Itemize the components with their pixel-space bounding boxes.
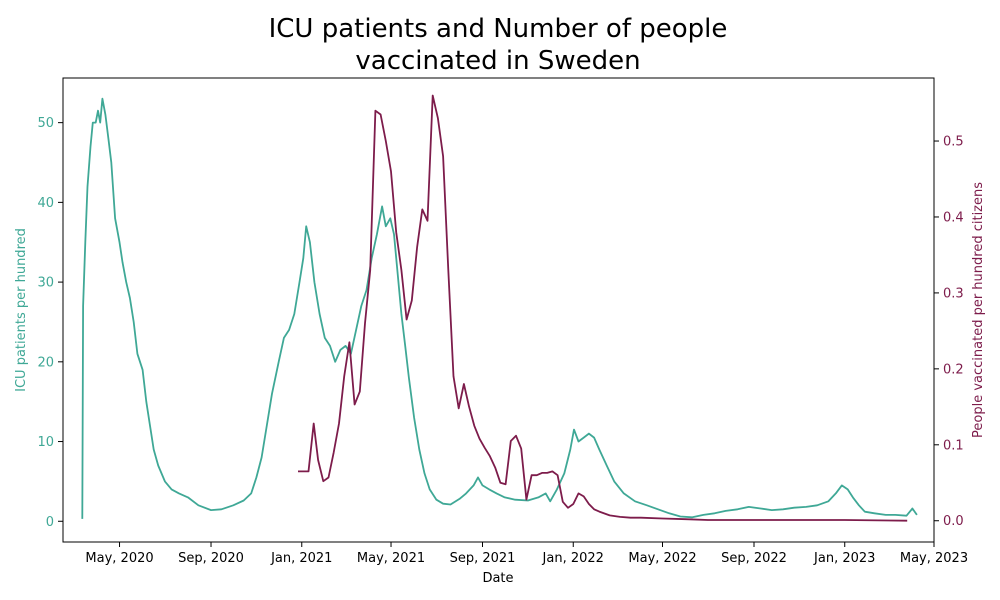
left-tick-label: 20 (37, 355, 54, 370)
right-axis-label: People vaccinated per hundred citizens (971, 182, 986, 438)
left-tick-label: 50 (37, 116, 54, 131)
x-tick-label: Jan, 2023 (813, 551, 875, 566)
chart-title-line-1: ICU patients and Number of people (269, 14, 728, 44)
left-tick-label: 0 (46, 515, 54, 530)
x-tick-label: May, 2022 (628, 551, 696, 566)
right-tick-label: 0.4 (943, 210, 964, 225)
right-axis-ticks: 0.0 0.1 0.2 0.3 0.4 0.5 (934, 135, 964, 529)
icu-patients-line (81, 97, 918, 519)
x-tick-label: Sep, 2020 (178, 551, 244, 566)
left-tick-label: 40 (37, 196, 54, 211)
right-tick-label: 0.2 (943, 362, 964, 377)
x-tick-label: May, 2021 (357, 551, 425, 566)
vaccinated-line (298, 94, 908, 522)
x-tick-label: May, 2020 (85, 551, 153, 566)
right-tick-label: 0.1 (943, 438, 964, 453)
left-tick-label: 10 (37, 435, 54, 450)
x-tick-label: May, 2023 (900, 551, 968, 566)
series-layer (81, 94, 918, 522)
x-tick-label: Jan, 2022 (542, 551, 604, 566)
x-tick-label: Sep, 2021 (450, 551, 516, 566)
x-axis-ticks: May, 2020 Sep, 2020 Jan, 2021 May, 2021 Sep,… (85, 542, 968, 566)
right-tick-label: 0.5 (943, 135, 964, 150)
x-tick-label: Jan, 2021 (270, 551, 332, 566)
x-axis-label: Date (482, 571, 513, 586)
x-tick-label: Sep, 2022 (721, 551, 787, 566)
left-axis-ticks: 0 10 20 30 40 50 (37, 116, 63, 530)
plot-frame (62, 77, 935, 543)
right-tick-label: 0.0 (943, 514, 964, 529)
chart-title-line-2: vaccinated in Sweden (355, 46, 640, 76)
left-tick-label: 30 (37, 276, 54, 291)
left-axis-label: ICU patients per hundred (14, 228, 29, 392)
right-tick-label: 0.3 (943, 286, 964, 301)
